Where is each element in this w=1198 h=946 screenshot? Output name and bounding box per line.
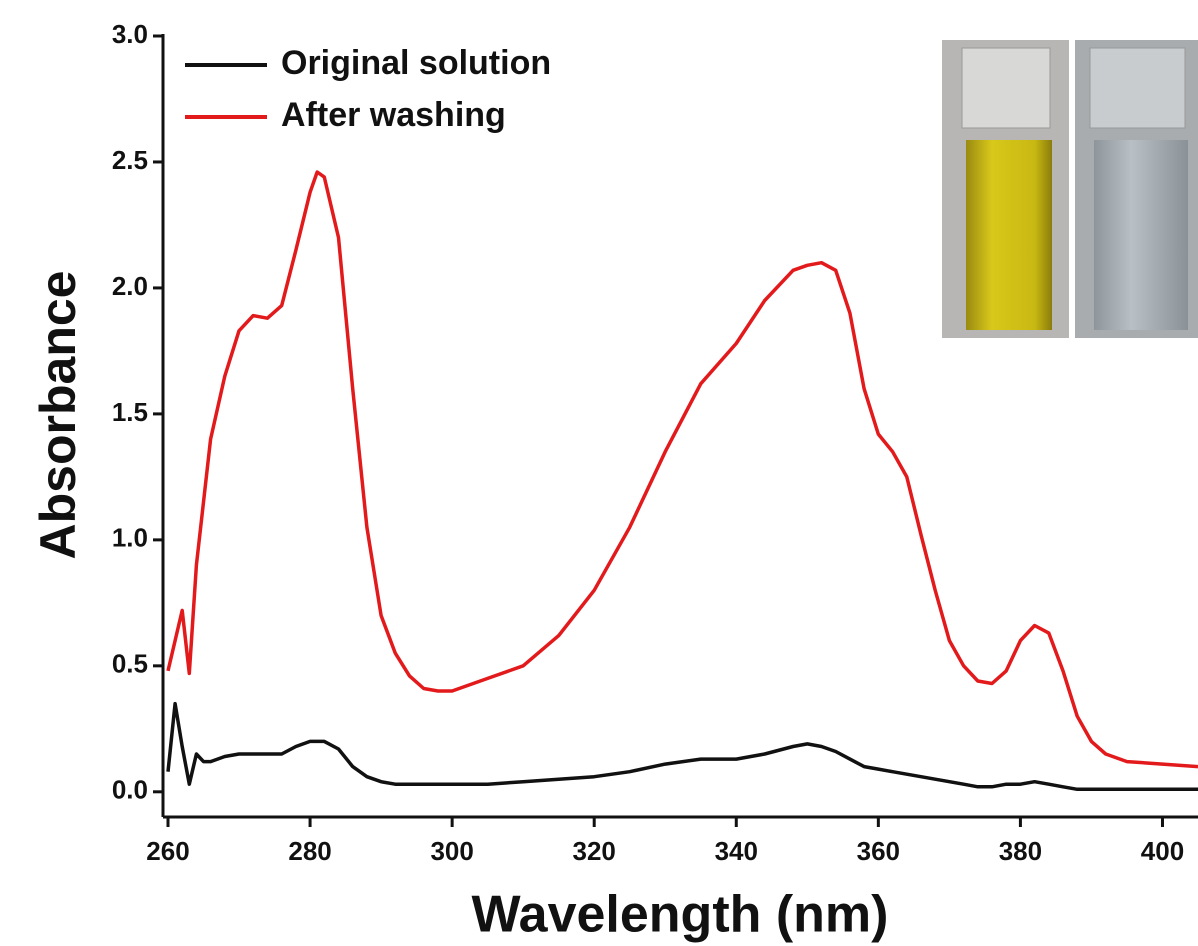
x-axis-label: Wavelength (nm) [472, 886, 889, 944]
x-tick-label: 360 [857, 836, 900, 866]
y-tick-label: 2.5 [112, 145, 148, 175]
x-tick-label: 400 [1141, 836, 1184, 866]
y-axis-label: Absorbance [30, 271, 86, 560]
y-tick-label: 2.0 [112, 271, 148, 301]
y-tick-label: 3.0 [112, 19, 148, 49]
y-tick-label: 1.0 [112, 523, 148, 553]
y-tick-label: 0.5 [112, 649, 148, 679]
x-tick-label: 380 [999, 836, 1042, 866]
y-tick-label: 1.5 [112, 397, 148, 427]
x-tick-label: 340 [715, 836, 758, 866]
legend-label: Original solution [281, 44, 551, 82]
x-tick-label: 280 [288, 836, 331, 866]
y-tick-label: 0.0 [112, 775, 148, 805]
x-tick-label: 320 [573, 836, 616, 866]
series-line [166, 170, 1198, 769]
x-tick-label: 300 [430, 836, 473, 866]
inset-photo [942, 40, 1198, 338]
series-line [166, 701, 1198, 792]
legend-label: After washing [281, 96, 506, 134]
x-tick-label: 260 [146, 836, 189, 866]
